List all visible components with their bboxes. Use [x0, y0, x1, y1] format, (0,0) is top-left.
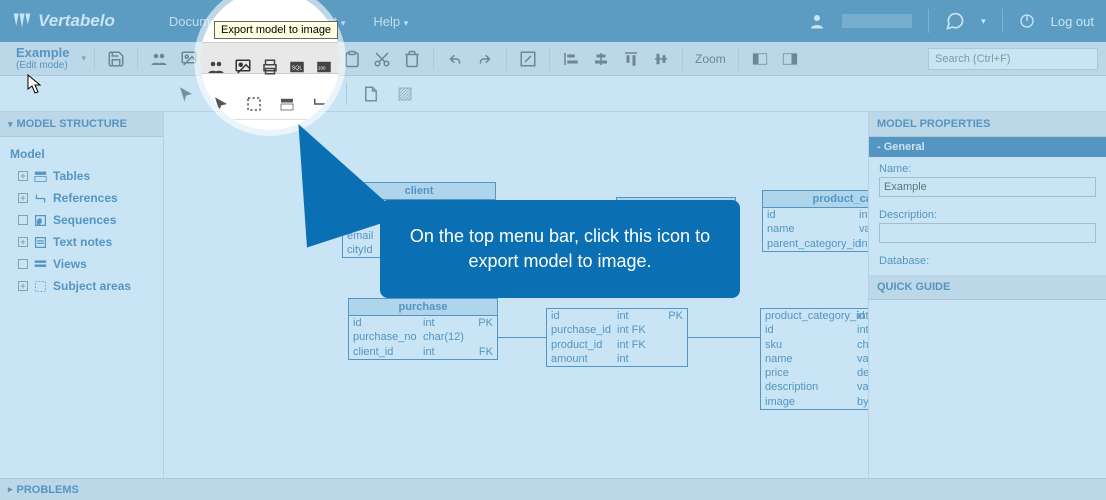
sp-table-tool[interactable]: [274, 90, 299, 118]
logo-icon: [12, 11, 32, 31]
ertable-product[interactable]: product_category_idintFKidintPKskuchar(1…: [760, 308, 868, 410]
logout-link[interactable]: Log out: [1051, 14, 1094, 29]
nav-right: ▾ Log out: [808, 9, 1094, 33]
model-structure-header[interactable]: ▾MODEL STRUCTURE: [0, 112, 163, 137]
ertable-purchase_item[interactable]: idintPKpurchase_idint FKproduct_idint FK…: [546, 308, 688, 367]
ertable-row: product_category_idintFK: [761, 309, 868, 323]
note-icon: [34, 236, 47, 249]
ertable-row: namevarchar(255): [763, 222, 868, 236]
name-input[interactable]: [879, 177, 1096, 197]
instruction-callout: On the top menu bar, click this icon to …: [380, 200, 740, 298]
spotlight-circle: SQL 100: [200, 0, 340, 130]
views-icon: [34, 258, 47, 271]
ertable-row: purchase_nochar(12): [349, 330, 497, 344]
ertable-row: amountint: [547, 352, 687, 366]
diagram-toolbar: [0, 76, 1106, 112]
description-input[interactable]: [879, 223, 1096, 243]
tree-views[interactable]: Views: [4, 253, 159, 275]
reference-icon: [34, 192, 47, 205]
redo-button[interactable]: [472, 46, 498, 72]
left-panel: ▾MODEL STRUCTURE Model +Tables +Referenc…: [0, 112, 164, 478]
tree-subjectareas[interactable]: +Subject areas: [4, 275, 159, 297]
ertable-row: purchase_idint FK: [547, 323, 687, 337]
tree-root[interactable]: Model: [4, 143, 159, 165]
right-panel: MODEL PROPERTIES - General Name: Descrip…: [868, 112, 1106, 478]
ertable-product_category[interactable]: product_categoryidintPKnamevarchar(255)p…: [762, 190, 868, 252]
general-section[interactable]: - General: [869, 137, 1106, 157]
align-center-button[interactable]: [588, 46, 614, 72]
name-label: Name:: [879, 163, 1096, 175]
logout-icon: [1019, 13, 1035, 29]
cut-button[interactable]: [369, 46, 395, 72]
main-toolbar: Example (Edit mode) ▾ SQL 100 Zoom: [0, 42, 1106, 76]
ertable-row: idintPK: [761, 323, 868, 337]
ertable-row: pricedecimal(12,2): [761, 366, 868, 380]
ertable-title: purchase: [349, 299, 497, 316]
tree-references[interactable]: +References: [4, 187, 159, 209]
sp-print-button[interactable]: [260, 54, 281, 80]
sp-xml-button[interactable]: 100: [313, 54, 334, 80]
sp-marquee-tool[interactable]: [241, 90, 266, 118]
delete-button[interactable]: [399, 46, 425, 72]
area-icon: [34, 280, 47, 293]
ertable-row: imagebytea: [761, 395, 868, 409]
tree-tables[interactable]: +Tables: [4, 165, 159, 187]
brand-logo[interactable]: Vertabelo: [12, 11, 115, 31]
sp-export-image-button[interactable]: [233, 54, 254, 80]
ertable-row: product_idint FK: [547, 338, 687, 352]
pointer-tool[interactable]: [172, 80, 200, 108]
ertable-row: idintPK: [349, 316, 497, 330]
ertable-row: idintPK: [763, 208, 868, 222]
export-tooltip: Export model to image: [214, 21, 338, 39]
model-properties-header[interactable]: MODEL PROPERTIES: [869, 112, 1106, 137]
sequence-icon: #: [34, 214, 47, 227]
tree-sequences[interactable]: #Sequences: [4, 209, 159, 231]
brand-name: Vertabelo: [38, 11, 115, 31]
svg-text:100: 100: [318, 65, 326, 70]
undo-button[interactable]: [442, 46, 468, 72]
align-left-button[interactable]: [558, 46, 584, 72]
ertable-row: idintPK: [547, 309, 687, 323]
align-middle-button[interactable]: [648, 46, 674, 72]
top-nav: Vertabelo Documents ▾ My account ▾ Help …: [0, 0, 1106, 42]
quick-guide-header[interactable]: QUICK GUIDE: [869, 275, 1106, 300]
share-button[interactable]: [146, 46, 172, 72]
svg-text:SQL: SQL: [292, 65, 303, 71]
table-icon: [34, 170, 47, 183]
cursor-icon: [27, 74, 43, 94]
ertable-purchase[interactable]: purchaseidintPKpurchase_nochar(12)client…: [348, 298, 498, 360]
zoom-label: Zoom: [695, 52, 726, 66]
ertable-row: client_idintFK: [349, 345, 497, 359]
chat-icon[interactable]: [945, 11, 965, 31]
database-label: Database:: [879, 255, 1096, 267]
ertable-row: parent_category_idintN FK: [763, 237, 868, 251]
area-tool[interactable]: [391, 80, 419, 108]
edit-button[interactable]: [515, 46, 541, 72]
ertable-row: descriptionvarchar(1000): [761, 380, 868, 394]
description-label: Description:: [879, 209, 1096, 221]
user-name-placeholder: [842, 14, 912, 28]
tree-textnotes[interactable]: +Text notes: [4, 231, 159, 253]
nav-help[interactable]: Help ▾: [359, 14, 422, 29]
svg-text:#: #: [37, 216, 41, 225]
align-top-button[interactable]: [618, 46, 644, 72]
sp-sql-button[interactable]: SQL: [286, 54, 307, 80]
problems-bar[interactable]: ▸PROBLEMS: [0, 478, 1106, 500]
ertable-title: product_category: [763, 191, 868, 208]
ertable-row: namevarchar(255): [761, 352, 868, 366]
sp-share-button[interactable]: [206, 54, 227, 80]
panel-left-button[interactable]: [747, 46, 773, 72]
ertable-row: skuchar(10): [761, 338, 868, 352]
paste-button[interactable]: [339, 46, 365, 72]
search-input[interactable]: [928, 48, 1098, 70]
panel-right-button[interactable]: [777, 46, 803, 72]
export-image-button[interactable]: [176, 46, 202, 72]
avatar-icon[interactable]: [808, 12, 826, 30]
sp-pointer-tool[interactable]: [208, 90, 233, 118]
workspace-selector[interactable]: Example (Edit mode): [8, 46, 77, 71]
save-button[interactable]: [103, 46, 129, 72]
